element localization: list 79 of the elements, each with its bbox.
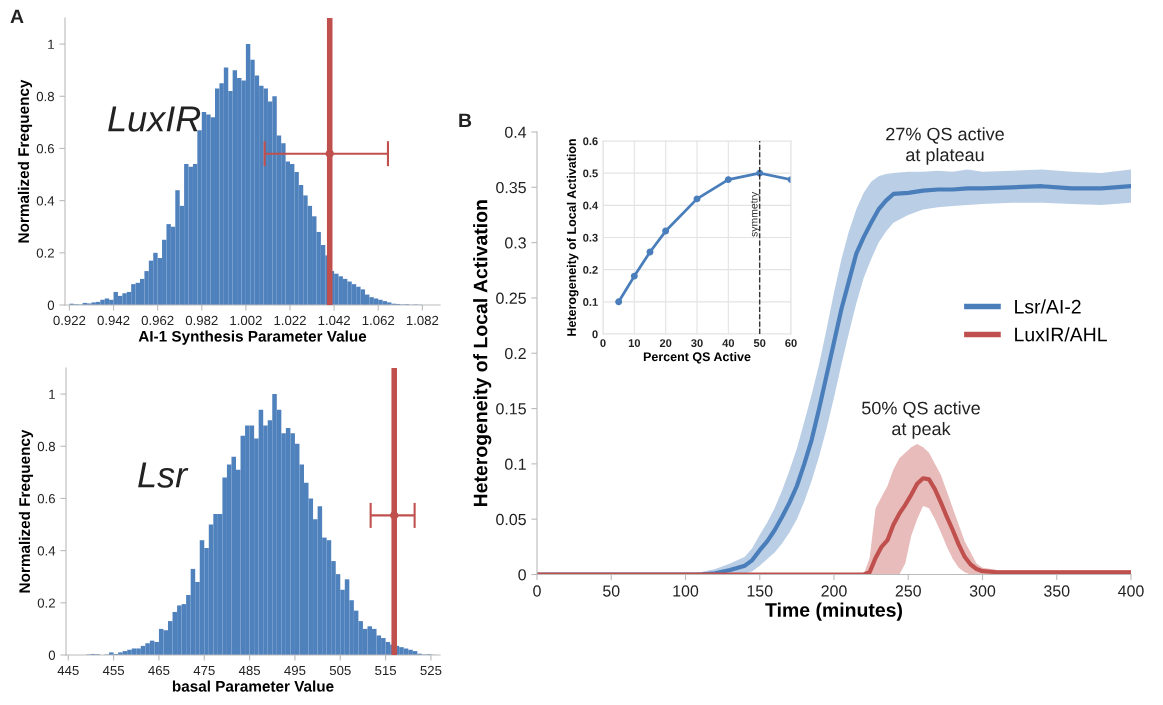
y-tick-label: 0.2: [505, 347, 526, 360]
y-tick-label: 0.6: [36, 144, 55, 154]
y-tick-label: 0: [48, 650, 56, 660]
y-tick-label: 0.15: [496, 403, 526, 415]
text: A: [10, 9, 24, 24]
y-tick-label: 1: [49, 389, 55, 399]
y-tick-label: 0.2: [37, 598, 55, 608]
x-axis-title: basal Parameter Value: [172, 680, 334, 692]
y-tick-label: 0.3: [505, 237, 526, 249]
y-tick-label: 0: [592, 330, 598, 339]
legend-label: Lsr/AI-2: [1015, 299, 1081, 314]
y-tick-label: 0: [518, 569, 526, 581]
y-tick-label: 0.05: [496, 513, 526, 526]
y-tick-label: 0.2: [36, 248, 54, 258]
y-tick-label: 0.35: [496, 181, 526, 194]
x-tick-label: 515: [375, 665, 397, 676]
x-tick-label: 10: [628, 339, 641, 348]
y-tick-label: 0.5: [583, 169, 598, 178]
y-axis-title: Heterogeneity of Local Activation: [566, 139, 579, 336]
y-tick-label: 0.8: [36, 91, 55, 102]
x-tick-label: 465: [148, 665, 170, 676]
y-tick-label: 0.1: [505, 458, 526, 470]
y-axis-title: Normalized Frequency: [17, 79, 33, 243]
x-tick-label: 1.002: [230, 315, 262, 326]
x-axis-title: AI-1 Synthesis Parameter Value: [138, 330, 367, 345]
annotation: 27% QS active at plateau: [886, 127, 1004, 165]
x-tick-label: 400: [1118, 585, 1144, 597]
x-tick-label: 0: [600, 339, 606, 348]
y-tick-label: 0.8: [37, 441, 56, 452]
y-tick-label: 0.3: [583, 233, 598, 242]
y-axis-title: Heterogeneity of Local Activation: [473, 200, 492, 507]
x-tick-label: 150: [747, 585, 773, 597]
x-tick-label: 0: [533, 585, 541, 597]
x-tick-label: 1.062: [362, 315, 395, 326]
x-tick-label: 1.022: [274, 315, 306, 326]
y-tick-label: 1: [48, 39, 54, 49]
y-tick-label: 0: [47, 300, 55, 310]
x-tick-label: 50: [753, 339, 766, 348]
y-tick-label: 0.2: [583, 265, 598, 274]
x-axis-title: Percent QS Active: [643, 352, 751, 364]
x-tick-label: 350: [1044, 585, 1070, 597]
x-tick-label: 455: [102, 665, 125, 676]
y-tick-label: 0.6: [583, 137, 598, 146]
x-tick-label: 475: [193, 665, 215, 676]
annotation: LuxIR: [108, 106, 201, 132]
x-tick-label: 525: [420, 665, 442, 676]
ref-line-label: symmetry: [750, 191, 760, 237]
annotation: Lsr: [138, 462, 189, 488]
x-tick-label: 300: [969, 585, 996, 597]
y-tick-label: 0.1: [583, 298, 598, 306]
legend-label: LuxIR/AHL: [1015, 327, 1107, 342]
x-tick-label: 0.962: [141, 315, 174, 326]
x-tick-label: 485: [238, 665, 261, 676]
x-tick-label: 0.942: [97, 315, 130, 326]
x-tick-label: 60: [785, 339, 797, 348]
y-tick-label: 0.4: [37, 546, 56, 556]
y-tick-label: 0.25: [496, 292, 526, 304]
y-tick-label: 0.4: [36, 196, 55, 206]
x-tick-label: 50: [603, 585, 620, 597]
x-tick-label: 505: [329, 665, 351, 676]
x-axis-title: Time (minutes): [765, 602, 903, 621]
x-tick-label: 1.082: [406, 315, 439, 326]
x-tick-label: 495: [284, 665, 306, 676]
x-tick-label: 30: [691, 339, 703, 348]
x-tick-label: 0.982: [185, 315, 218, 326]
x-tick-label: 100: [673, 585, 699, 597]
x-tick-label: 20: [659, 339, 672, 348]
annotation: 50% QS active at peak: [862, 401, 980, 439]
x-tick-label: 445: [57, 665, 79, 676]
y-axis-title: Normalized Frequency: [18, 429, 34, 593]
text: B: [459, 113, 472, 128]
x-tick-label: 200: [821, 585, 847, 597]
x-tick-label: 40: [722, 339, 735, 348]
y-tick-label: 0.4: [583, 201, 599, 210]
y-tick-label: 0.4: [505, 126, 527, 138]
x-tick-label: 250: [895, 585, 921, 597]
x-tick-label: 1.042: [318, 315, 350, 326]
y-tick-label: 0.6: [37, 494, 56, 504]
x-tick-label: 0.922: [53, 315, 86, 326]
